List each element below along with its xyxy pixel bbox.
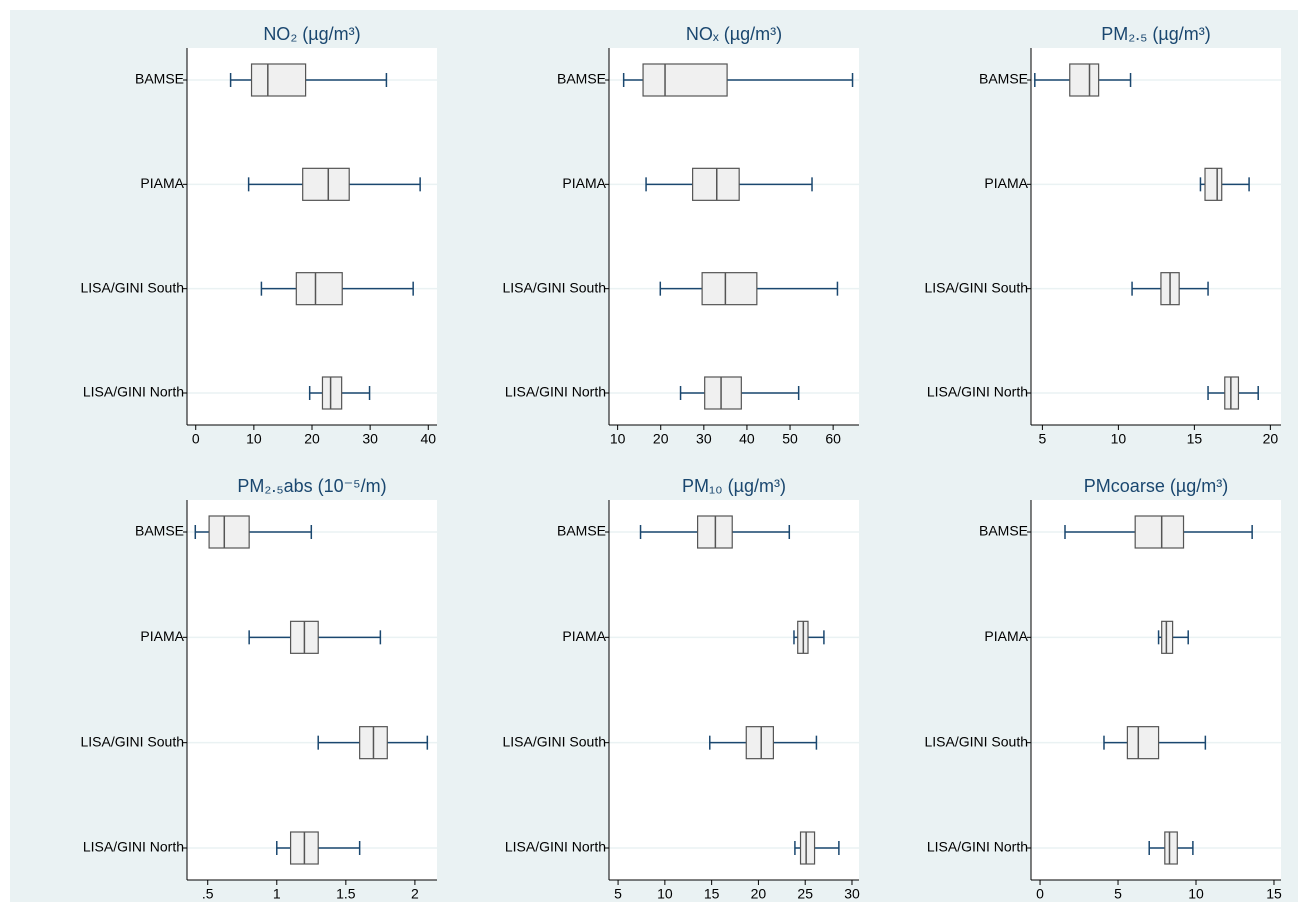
y-tick-label: BAMSE [979,71,1028,87]
x-tick-label: 30 [844,886,860,902]
x-tick-label: 60 [825,431,841,447]
y-tick-label: LISA/GINI South [503,733,607,749]
box [799,831,816,865]
x-tick-label: .5 [202,886,214,902]
y-tick-label: LISA/GINI South [925,279,1029,295]
plot-area [187,500,437,880]
box [302,167,350,201]
box [1224,376,1240,410]
y-tick-label: LISA/GINI North [505,384,606,400]
plot-area [1031,48,1281,425]
plot-area [1031,500,1281,880]
x-tick-label: 15 [704,886,720,902]
chart-title: NOₓ (µg/m³) [686,24,782,44]
box [1126,726,1160,760]
y-tick-label: BAMSE [557,523,606,539]
y-tick-label: BAMSE [135,71,184,87]
box [295,272,343,306]
x-tick-label: 30 [696,431,712,447]
x-tick-label: 10 [1111,431,1127,447]
x-tick-label: 0 [192,431,200,447]
y-tick-label: PIAMA [140,628,184,644]
x-tick-label: 30 [362,431,378,447]
chart-title: PM₂.₅abs (10⁻⁵/m) [237,476,386,496]
x-tick-label: 20 [304,431,320,447]
y-tick-label: PIAMA [562,175,606,191]
chart-title: PM₂.₅ (µg/m³) [1101,24,1211,44]
y-tick-label: LISA/GINI North [927,384,1028,400]
x-tick-label: 1 [273,886,281,902]
box [642,63,728,97]
x-tick-label: 10 [657,886,673,902]
y-tick-label: LISA/GINI South [81,279,185,295]
box [208,515,250,549]
x-tick-label: 1.5 [336,886,356,902]
x-tick-label: 0 [1036,886,1044,902]
x-tick-label: 10 [610,431,626,447]
y-tick-label: LISA/GINI South [925,733,1029,749]
box [1134,515,1185,549]
x-tick-label: 2 [411,886,419,902]
x-tick-label: 20 [751,886,767,902]
box [250,63,307,97]
chart-title: PM₁₀ (µg/m³) [682,476,786,496]
x-tick-label: 50 [782,431,798,447]
y-tick-label: LISA/GINI North [83,839,184,855]
plot-area [609,500,859,880]
box [745,726,774,760]
y-tick-label: LISA/GINI South [503,279,607,295]
box [1161,620,1174,654]
box [692,167,740,201]
x-tick-label: 15 [1266,886,1282,902]
x-tick-label: 25 [797,886,813,902]
y-tick-label: PIAMA [984,628,1028,644]
x-tick-label: 5 [614,886,622,902]
y-tick-label: BAMSE [979,523,1028,539]
x-tick-label: 20 [653,431,669,447]
x-tick-label: 10 [246,431,262,447]
y-tick-label: LISA/GINI North [83,384,184,400]
box [1204,167,1223,201]
x-tick-label: 40 [420,431,436,447]
plot-area [187,48,437,425]
plot-area [609,48,859,425]
box [1069,63,1100,97]
y-tick-label: PIAMA [562,628,606,644]
y-tick-label: LISA/GINI South [81,733,185,749]
x-tick-label: 15 [1187,431,1203,447]
y-tick-label: BAMSE [557,71,606,87]
y-tick-label: PIAMA [984,175,1028,191]
y-tick-label: LISA/GINI North [505,839,606,855]
x-tick-label: 5 [1038,431,1046,447]
y-tick-label: LISA/GINI North [927,839,1028,855]
x-tick-label: 10 [1188,886,1204,902]
x-tick-label: 20 [1263,431,1279,447]
y-tick-label: PIAMA [140,175,184,191]
x-tick-label: 5 [1114,886,1122,902]
box [704,376,742,410]
x-tick-label: 40 [739,431,755,447]
box [701,272,758,306]
box [1164,831,1178,865]
chart-title: PMcoarse (µg/m³) [1084,476,1228,496]
y-tick-label: BAMSE [135,523,184,539]
box [321,376,343,410]
chart-title: NO₂ (µg/m³) [263,24,360,44]
